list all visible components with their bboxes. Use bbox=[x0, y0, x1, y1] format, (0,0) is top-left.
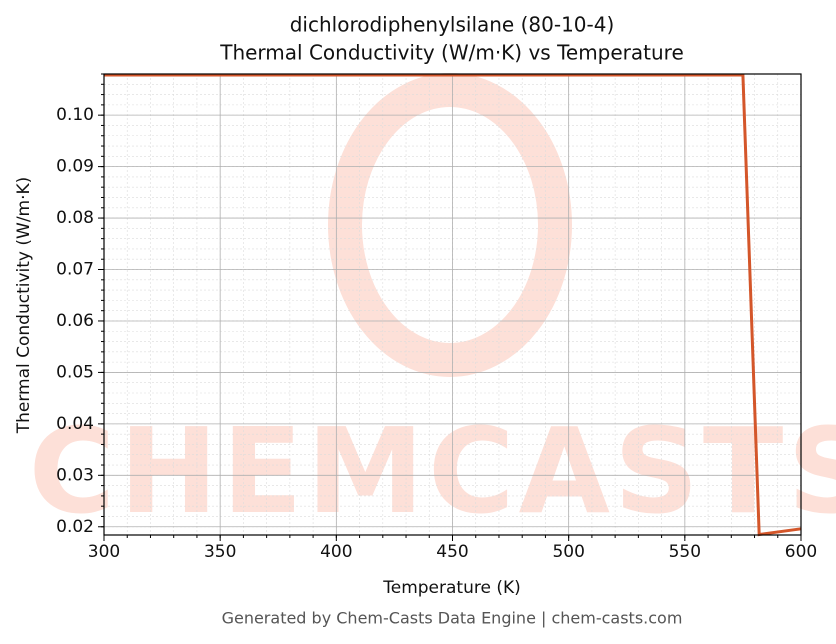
x-tick-label: 350 bbox=[204, 542, 236, 562]
watermark: CHEMCASTS bbox=[29, 402, 836, 540]
y-tick-label: 0.07 bbox=[56, 260, 94, 280]
x-tick-label: 300 bbox=[88, 542, 120, 562]
y-axis-label: Thermal Conductivity (W/m·K) bbox=[14, 177, 34, 435]
y-tick-label: 0.06 bbox=[56, 311, 94, 331]
x-tick-label: 500 bbox=[552, 542, 584, 562]
y-tick-label: 0.08 bbox=[56, 208, 94, 228]
x-tick-label: 550 bbox=[669, 542, 701, 562]
footer: Generated by Chem-Casts Data Engine | ch… bbox=[222, 609, 683, 628]
y-tick-label: 0.04 bbox=[56, 414, 94, 434]
watermark-logo bbox=[328, 73, 572, 377]
y-tick-label: 0.02 bbox=[56, 517, 94, 537]
y-tick-label: 0.03 bbox=[56, 465, 94, 485]
plot-frame bbox=[103, 73, 802, 536]
x-tick-label: 600 bbox=[785, 542, 817, 562]
y-tick-label: 0.09 bbox=[56, 157, 94, 177]
x-tick-label: 400 bbox=[320, 542, 352, 562]
chart-subtitle: Thermal Conductivity (W/m·K) vs Temperat… bbox=[219, 41, 684, 65]
x-axis-label: Temperature (K) bbox=[382, 578, 521, 598]
y-tick-label: 0.10 bbox=[56, 105, 94, 125]
data-line bbox=[104, 73, 802, 537]
x-tick-label: 450 bbox=[436, 542, 468, 562]
chart-title: dichlorodiphenylsilane (80-10-4) bbox=[290, 13, 615, 37]
y-tick-label: 0.05 bbox=[56, 362, 94, 382]
